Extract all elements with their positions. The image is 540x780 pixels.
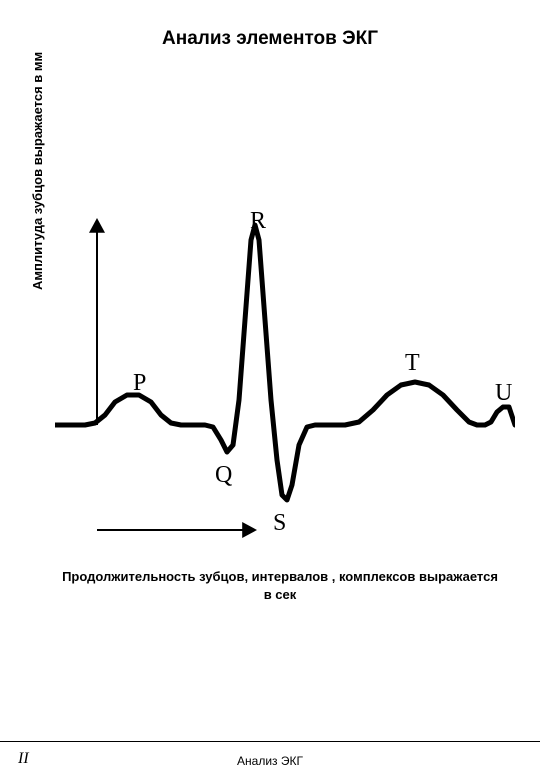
page: Анализ элементов ЭКГ Амплитуда зубцов вы… [0, 0, 540, 780]
wave-label-r: R [250, 208, 266, 235]
wave-label-u: U [495, 380, 512, 407]
ecg-svg [55, 200, 515, 560]
ecg-waveform [55, 225, 515, 500]
wave-label-q: Q [215, 462, 232, 489]
page-title: Анализ элементов ЭКГ [0, 28, 540, 50]
y-axis-label: Амплитуда зубцов выражается в мм [30, 52, 45, 290]
wave-label-s: S [273, 510, 286, 537]
wave-label-p: P [133, 370, 146, 397]
x-axis-arrow-head [242, 522, 257, 538]
x-axis-label: Продолжительность зубцов, интервалов , к… [60, 568, 500, 603]
ecg-diagram: PRQSTU [55, 200, 515, 530]
wave-label-t: T [405, 350, 420, 377]
footer-divider [0, 741, 540, 742]
y-axis-arrow-head [89, 218, 105, 233]
footer-text: Анализ ЭКГ [0, 754, 540, 768]
